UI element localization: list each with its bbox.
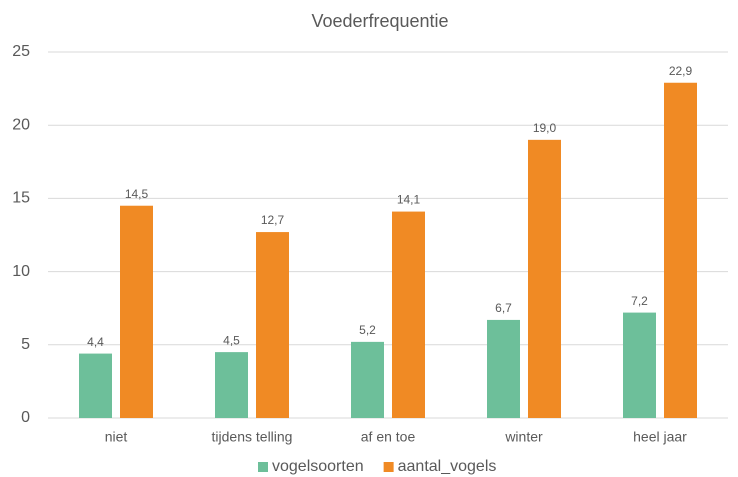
- y-tick-label: 25: [12, 43, 30, 60]
- data-label: 22,9: [669, 64, 693, 78]
- bar: [487, 319, 520, 418]
- data-label: 19,0: [533, 121, 557, 135]
- bar: [256, 232, 289, 418]
- data-label: 4,4: [87, 335, 104, 349]
- y-tick-label: 20: [12, 116, 30, 133]
- data-label: 5,2: [359, 323, 376, 337]
- bar: [215, 352, 248, 418]
- y-tick-label: 5: [21, 336, 30, 353]
- data-label: 4,5: [223, 333, 240, 347]
- y-tick-label: 0: [21, 409, 30, 426]
- y-tick-label: 15: [12, 190, 30, 207]
- x-tick-label: winter: [504, 429, 543, 445]
- bar: [623, 312, 656, 418]
- data-label: 6,7: [495, 301, 512, 315]
- x-tick-label: af en toe: [361, 429, 416, 445]
- legend-swatch: [383, 462, 394, 472]
- data-label: 12,7: [261, 213, 285, 227]
- chart-title: Voederfrequentie: [311, 11, 448, 31]
- data-label: 14,5: [125, 187, 149, 201]
- x-tick-label: tijdens telling: [212, 429, 293, 445]
- legend-label: aantal_vogels: [398, 458, 497, 475]
- bar: [528, 139, 561, 418]
- bar: [120, 205, 153, 418]
- bar: [664, 82, 697, 418]
- y-tick-label: 10: [12, 263, 30, 280]
- x-tick-label: heel jaar: [633, 429, 687, 445]
- x-tick-label: niet: [105, 429, 128, 445]
- legend-label: vogelsoorten: [272, 458, 364, 475]
- bar: [392, 211, 425, 418]
- bar: [79, 353, 112, 418]
- bar: [351, 341, 384, 418]
- legend-swatch: [258, 462, 268, 472]
- data-label: 7,2: [631, 294, 648, 308]
- data-label: 14,1: [397, 193, 421, 207]
